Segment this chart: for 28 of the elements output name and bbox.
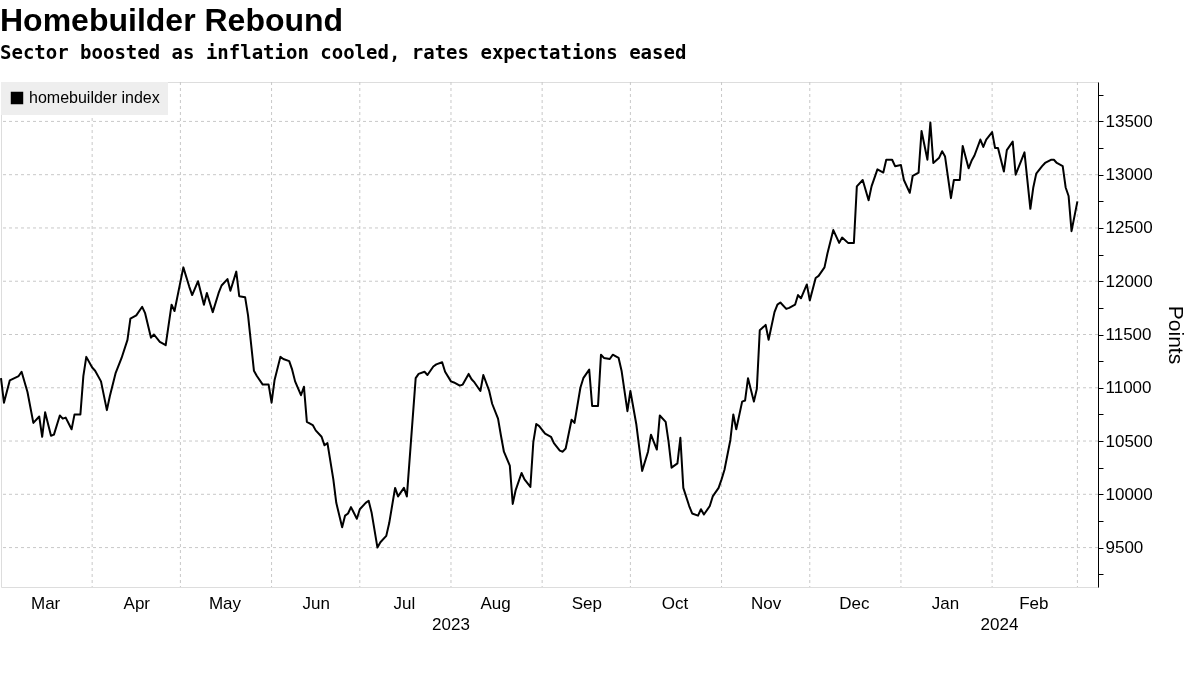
y-axis-title: Points [1164, 305, 1188, 365]
y-tick-label: 12000 [1105, 271, 1153, 291]
chart-subtitle: Sector boosted as inflation cooled, rates expectations eased [0, 40, 687, 63]
x-tick-label: Nov [751, 593, 782, 613]
chart-title: Homebuilder Rebound [0, 1, 344, 38]
y-tick-label: 13500 [1105, 111, 1153, 131]
text: 2023 [432, 615, 470, 634]
line-series [0, 121, 1079, 549]
y-tick-label: 10000 [1105, 484, 1153, 504]
y-tick-label: 12500 [1105, 218, 1153, 238]
x-tick-label: May [208, 593, 242, 613]
x-tick-label: Jun [302, 593, 330, 613]
y-tick-label: 11500 [1105, 325, 1152, 344]
x-tick-label: Oct [661, 593, 689, 613]
x-tick-label: Sep [571, 593, 602, 613]
legend-label: homebuilder index [29, 89, 160, 106]
y-tick-label: 11000 [1105, 378, 1152, 398]
y-tick-label: 13000 [1105, 165, 1153, 185]
text: 2024 [980, 615, 1019, 634]
x-tick-label: Apr [123, 593, 151, 613]
x-tick-label: Mar [30, 593, 61, 613]
x-tick-label: Aug [480, 593, 511, 613]
x-tick-label: Jul [393, 593, 416, 613]
x-tick-label: Jan [931, 593, 960, 613]
x-tick-label: Dec [839, 593, 871, 613]
y-tick-label: 9500 [1105, 538, 1144, 558]
y-tick-label: 10500 [1105, 431, 1153, 451]
x-tick-label: Feb [1019, 593, 1049, 613]
